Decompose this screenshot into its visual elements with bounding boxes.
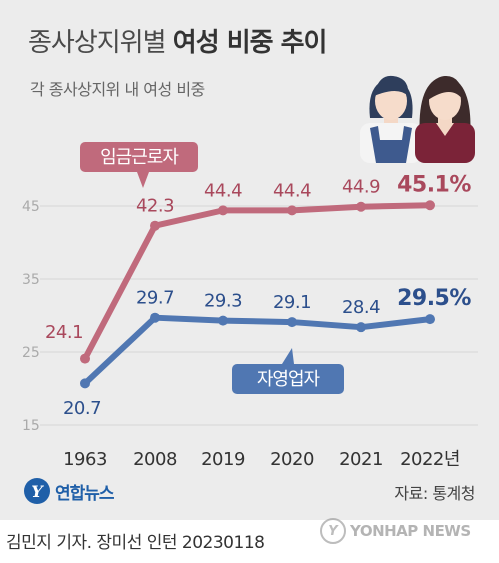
- x-tick-label: 2020: [270, 449, 314, 470]
- data-point: [425, 314, 435, 325]
- data-point: [218, 205, 228, 216]
- self-data-label: 29.7: [136, 288, 174, 309]
- woman-red-top-icon: [415, 76, 475, 163]
- chart-panel: [0, 0, 499, 520]
- chart-title: 종사상지위별 여성 비중 추이: [28, 22, 328, 59]
- data-point: [425, 200, 435, 211]
- wage-data-label: 24.1: [45, 322, 83, 343]
- data-point: [150, 312, 160, 323]
- wage-data-label: 44.9: [342, 177, 380, 198]
- series-legend-pointer: [282, 348, 294, 364]
- self-data-label: 29.3: [204, 291, 242, 312]
- data-point: [218, 315, 228, 326]
- logo-mark: Y: [24, 478, 50, 504]
- x-tick-label: 2022년: [400, 449, 460, 470]
- wage-data-label: 45.1%: [397, 172, 471, 197]
- self-data-label: 29.1: [273, 292, 311, 313]
- credit-footer: 김민지 기자. 장미선 인턴 20230118: [6, 533, 265, 553]
- title-bold: 여성 비중 추이: [172, 28, 328, 58]
- data-point: [80, 378, 90, 389]
- data-point: [287, 205, 297, 216]
- self-data-label: 29.5%: [397, 286, 471, 311]
- x-tick-label: 1963: [63, 449, 107, 470]
- data-point: [80, 353, 90, 364]
- self-data-label: 28.4: [342, 297, 380, 318]
- yonhap-logo: Y 연합뉴스: [24, 478, 115, 504]
- yonhap-watermark: Y YONHAP NEWS: [320, 518, 471, 544]
- woman-blue-apron-icon: [360, 75, 422, 163]
- data-point: [287, 317, 297, 328]
- y-tick-label: 15: [22, 418, 40, 434]
- series-legend-label-0: 임금근로자: [100, 147, 179, 168]
- series-line-1: [82, 314, 433, 387]
- series-legend-label-1: 자영업자: [257, 369, 321, 390]
- wage-data-label: 44.4: [273, 180, 311, 201]
- x-tick-label: 2019: [201, 449, 245, 470]
- series-legend-box-1: [232, 364, 344, 394]
- data-point: [356, 322, 366, 333]
- y-tick-label: 35: [22, 272, 40, 288]
- chart-subtitle: 각 종사상지위 내 여성 비중: [30, 80, 205, 99]
- wage-data-label: 44.4: [204, 180, 242, 201]
- series-legend-box-0: [80, 142, 198, 172]
- logo-text: 연합뉴스: [55, 483, 115, 504]
- series-line-0: [82, 202, 433, 362]
- watermark-text: YONHAP NEWS: [350, 522, 471, 540]
- wage-data-label: 42.3: [136, 196, 174, 217]
- watermark-mark: Y: [320, 518, 346, 544]
- line-chart: 15 25 35 45 1963 2008 2019 2020 2021 2022년 24.1 42…: [22, 75, 478, 470]
- series-legend-pointer: [137, 172, 149, 188]
- x-tick-label: 2008: [133, 449, 177, 470]
- y-tick-label: 45: [22, 199, 40, 215]
- x-tick-label: 2021: [339, 449, 383, 470]
- data-point: [150, 220, 160, 231]
- self-data-label: 20.7: [63, 398, 101, 419]
- source-note: 자료: 통계청: [394, 484, 475, 503]
- title-prefix: 종사상지위별: [28, 28, 173, 58]
- y-tick-label: 25: [22, 345, 40, 361]
- data-point: [356, 201, 366, 212]
